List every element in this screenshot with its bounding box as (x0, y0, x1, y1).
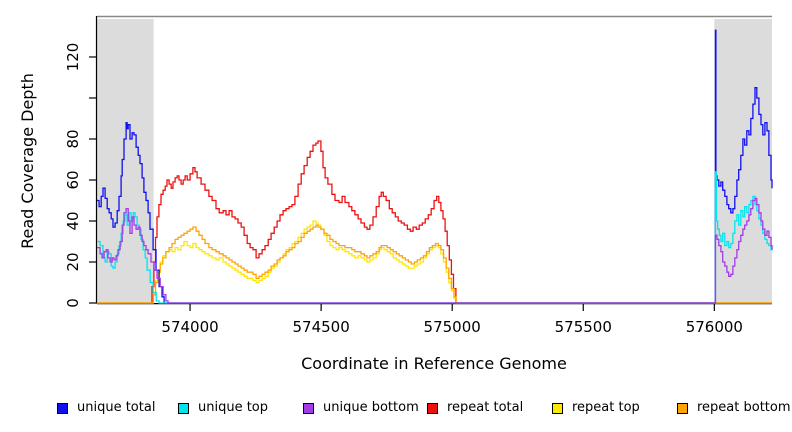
x-tick-label: 574000 (161, 318, 218, 336)
x-axis-title: Coordinate in Reference Genome (301, 354, 567, 373)
legend-label: unique total (77, 400, 156, 415)
legend-swatch (677, 402, 688, 414)
legend-swatch (303, 402, 314, 414)
series-repeat-bottom (97, 224, 772, 304)
y-tick-label: 0 (64, 298, 82, 308)
y-tick-label: 40 (64, 211, 82, 230)
series-unique-total (97, 29, 773, 304)
shaded-region (97, 19, 154, 303)
legend-label: unique bottom (323, 400, 419, 415)
x-tick-label: 575000 (424, 318, 481, 336)
y-tick-label: 60 (64, 170, 82, 189)
legend-item-unique-bottom: unique bottom (303, 400, 419, 416)
x-tick-label: 575500 (555, 318, 612, 336)
legend-swatch (57, 402, 68, 414)
y-tick-label: 120 (64, 43, 82, 72)
legend-item-unique-top: unique top (178, 400, 268, 416)
y-axis-title: Read Coverage Depth (18, 73, 37, 249)
legend-item-repeat-total: repeat total (427, 400, 523, 416)
series-repeat-total (97, 140, 772, 304)
legend-item-unique-total: unique total (57, 400, 155, 416)
legend-label: unique top (198, 400, 269, 415)
x-tick-label: 574500 (292, 318, 349, 336)
legend-swatch (178, 402, 189, 414)
x-tick-label: 576000 (686, 318, 743, 336)
legend-item-repeat-top: repeat top (552, 400, 640, 416)
y-tick-label: 20 (64, 252, 82, 271)
y-tick-label: 80 (64, 129, 82, 148)
legend-swatch (552, 402, 563, 414)
series-unique-bottom (97, 197, 773, 304)
legend-label: repeat top (572, 400, 640, 415)
legend-swatch (427, 402, 438, 414)
series-repeat-top (97, 220, 772, 304)
series-unique-top (97, 171, 773, 304)
shaded-region (714, 19, 772, 303)
legend-label: repeat bottom (697, 400, 791, 415)
legend-item-repeat-bottom: repeat bottom (677, 400, 791, 416)
legend-label: repeat total (447, 400, 524, 415)
